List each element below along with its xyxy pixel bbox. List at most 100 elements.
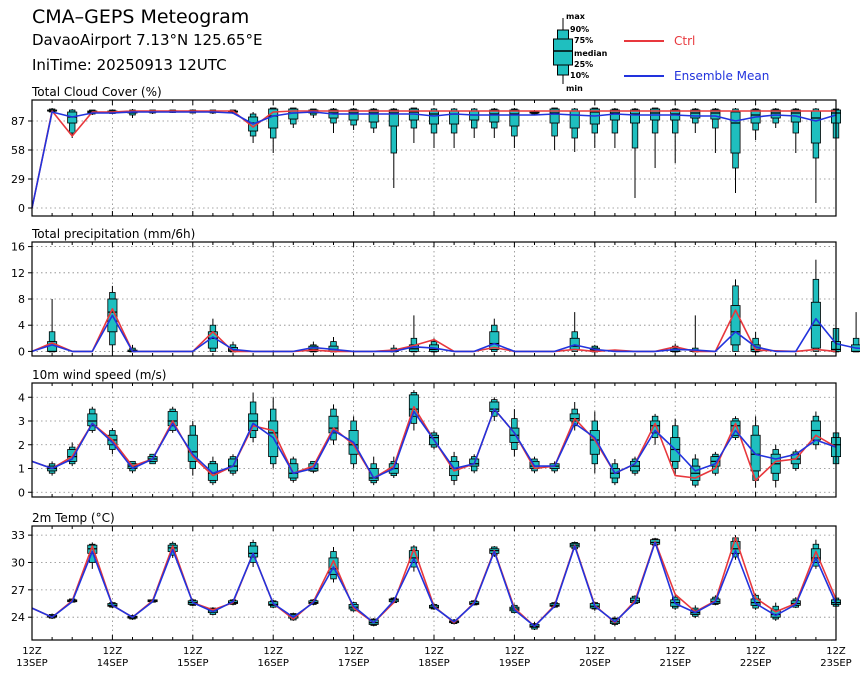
box-lower-decile [209, 347, 217, 352]
box-plot [328, 404, 339, 445]
box-plot [790, 108, 801, 153]
box-upper-decile [189, 425, 196, 436]
box-upper-decile [491, 324, 498, 333]
station-location: DavaoAirport 7.13°N 125.65°E [32, 31, 263, 49]
x-tick-hour: 12Z [103, 646, 123, 657]
box-lower-decile [269, 127, 277, 139]
box-lower-decile [732, 344, 739, 352]
legend-label-90: 90% [570, 25, 589, 34]
box-plot [288, 456, 299, 483]
box-lower-decile [269, 456, 277, 465]
box-lower-decile [330, 573, 337, 580]
box-upper-decile [370, 463, 377, 469]
y-tick-label: 4 [18, 319, 25, 332]
box-body [690, 109, 701, 119]
x-tick-hour: 12Z [826, 646, 846, 657]
box-plot [348, 108, 359, 130]
box-plot [489, 397, 500, 421]
y-tick-label: 27 [11, 584, 25, 597]
x-tick-date: 23SEP [820, 658, 851, 669]
box-plot [650, 413, 661, 445]
box-lower-decile [611, 477, 619, 484]
box-body [810, 548, 821, 563]
box-upper-decile [290, 458, 297, 465]
y-tick-label: 29 [11, 173, 25, 186]
box-upper-decile [330, 341, 337, 347]
box-plot [810, 259, 821, 352]
box-plot [509, 409, 520, 457]
box-lower-decile [792, 121, 799, 134]
box-upper-decile [249, 542, 257, 547]
box-body [569, 413, 580, 422]
x-tick-date: 20SEP [579, 658, 610, 669]
y-tick-label: 24 [11, 611, 25, 624]
meteogram-header: CMA–GEPS Meteogram DavaoAirport 7.13°N 1… [0, 0, 860, 96]
box-body [509, 109, 520, 127]
y-tick-label: 4 [18, 391, 25, 404]
box-plot [509, 108, 520, 148]
panel-frame [31, 525, 837, 641]
box-upper-decile [269, 408, 277, 422]
box-plot [549, 461, 560, 474]
box-lower-decile [551, 122, 558, 137]
box-plot [730, 279, 741, 352]
legend-label-10: 10% [570, 71, 589, 80]
box-lower-decile [752, 122, 759, 131]
legend-box-body [553, 38, 573, 66]
x-tick-hour: 12Z [665, 646, 685, 657]
x-tick-hour: 12Z [183, 646, 203, 657]
box-lower-decile [470, 465, 478, 472]
y-tick-label: 0 [18, 202, 25, 215]
ensemble-mean-line [31, 541, 837, 628]
box-body [710, 109, 721, 120]
box-lower-decile [611, 119, 619, 134]
x-tick-date: 19SEP [499, 658, 530, 669]
box-lower-decile [752, 604, 759, 609]
box-plot [589, 107, 600, 148]
box-body [730, 111, 741, 154]
box-upper-decile [772, 449, 779, 455]
box-body [489, 109, 500, 123]
box-plot [368, 108, 379, 133]
box-upper-decile [752, 425, 759, 436]
box-body [589, 430, 600, 455]
y-tick-label: 2 [18, 439, 25, 452]
panel-title: Total Cloud Cover (%) [31, 85, 162, 99]
box-lower-decile [430, 123, 438, 134]
box-upper-decile [651, 415, 659, 422]
box-body [248, 413, 259, 431]
box-lower-decile [330, 117, 337, 124]
box-body [408, 394, 419, 417]
box-plot [851, 312, 860, 353]
legend-label-75: 75% [574, 36, 593, 45]
box-plot [248, 392, 259, 443]
y-tick-label: 30 [11, 556, 25, 569]
box-upper-decile [249, 401, 257, 415]
box-plot [650, 107, 661, 168]
box-plot [810, 108, 821, 203]
box-upper-decile [450, 456, 458, 462]
box-upper-decile [330, 408, 337, 417]
box-upper-decile [752, 337, 759, 346]
box-plot [469, 108, 480, 138]
box-plot [810, 411, 821, 450]
y-tick-label: 58 [11, 144, 25, 157]
box-plot [750, 108, 761, 140]
box-upper-decile [852, 337, 860, 346]
x-tick-hour: 12Z [22, 646, 42, 657]
box-lower-decile [692, 117, 699, 124]
y-tick-label: 16 [11, 241, 25, 254]
box-lower-decile [672, 119, 679, 134]
panel-4: 2m Temp (°C) 24 27 30 33 [11, 511, 842, 641]
x-tick-date: 18SEP [418, 658, 449, 669]
panel-frame [31, 99, 837, 217]
y-tick-label: 12 [11, 267, 25, 280]
box-plot [408, 390, 419, 431]
box-body [428, 110, 439, 125]
box-upper-decile [330, 551, 337, 559]
box-lower-decile [350, 453, 357, 465]
box-upper-decile [249, 113, 257, 118]
box-plot [710, 108, 721, 153]
box-body [569, 110, 580, 129]
